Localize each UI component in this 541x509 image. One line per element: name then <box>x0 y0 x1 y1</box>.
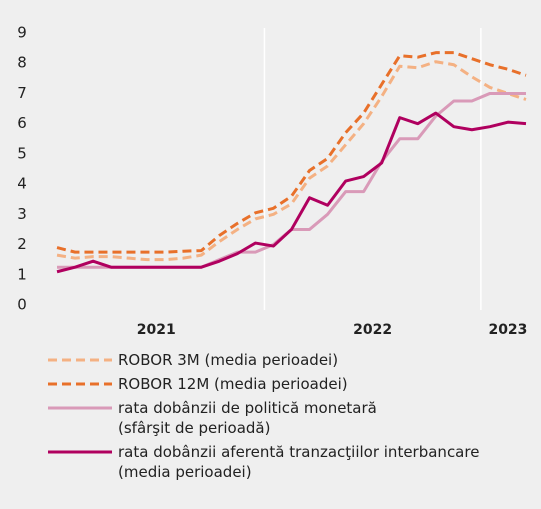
y-tick-label: 6 <box>17 114 27 132</box>
y-tick-label: 5 <box>17 144 27 162</box>
legend-swatch <box>48 406 112 410</box>
legend-item: ROBOR 12M (media perioadei) <box>48 374 538 394</box>
y-tick-label: 1 <box>17 265 27 283</box>
y-tick-label: 3 <box>17 205 27 223</box>
series-line <box>57 91 526 269</box>
x-tick-label: 2023 <box>488 322 527 338</box>
legend-item: rata dobânzii aferentă tranzacţiilor int… <box>48 442 538 482</box>
legend-swatch <box>48 382 112 386</box>
legend-label: rata dobânzii aferentă tranzacţiilor int… <box>118 443 480 481</box>
y-tick-label: 4 <box>17 175 27 193</box>
y-tick-label: 2 <box>17 235 27 253</box>
series-line <box>56 60 527 262</box>
y-tick-label: 8 <box>17 54 27 72</box>
y-tick-label: 0 <box>17 296 27 314</box>
legend-label: ROBOR 12M (media perioadei) <box>118 375 348 393</box>
y-tick-label: 9 <box>17 24 27 42</box>
series-line <box>56 51 527 254</box>
y-tick-label: 7 <box>17 84 27 102</box>
legend-swatch <box>48 450 112 454</box>
legend-label: ROBOR 3M (media perioadei) <box>118 351 339 369</box>
legend-item: rata dobânzii de politică monetară (sfâr… <box>48 398 538 438</box>
legend-label: rata dobânzii de politică monetară (sfâr… <box>118 399 377 437</box>
chart: 0 1 2 3 4 5 6 7 8 9 2021 2022 2023 <box>17 24 527 339</box>
x-tick-label: 2022 <box>353 322 392 338</box>
series-line <box>56 111 527 274</box>
legend: ROBOR 3M (media perioadei) ROBOR 12M (med… <box>48 350 538 486</box>
legend-item: ROBOR 3M (media perioadei) <box>48 350 538 370</box>
legend-swatch <box>48 358 112 362</box>
x-tick-label: 2021 <box>137 322 176 338</box>
